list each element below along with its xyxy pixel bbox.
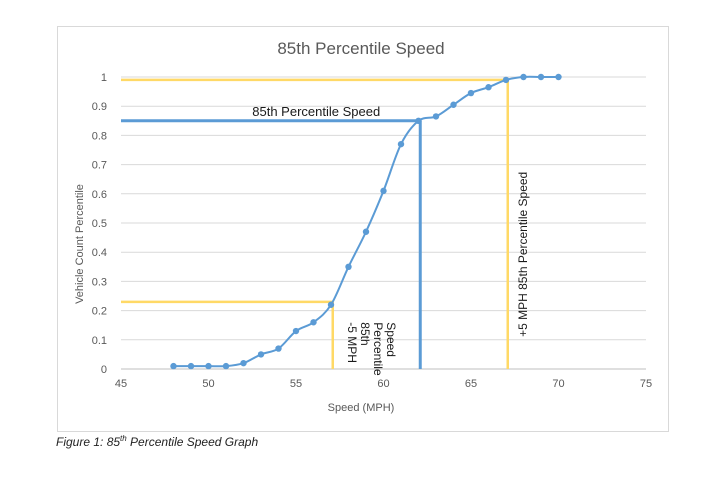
caption-sup: th [120, 434, 127, 443]
y-tick-label: 0.8 [92, 130, 107, 142]
data-point [380, 187, 387, 195]
figure-caption: Figure 1: 85th Percentile Speed Graph [56, 434, 258, 449]
data-point [555, 73, 562, 81]
data-point [170, 362, 177, 370]
annotation-85th-percentile: 85th Percentile Speed [252, 104, 380, 119]
y-axis-title: Vehicle Count Percentile [74, 184, 86, 304]
y-tick-label: 1 [101, 72, 107, 84]
x-axis-title: Speed (MPH) [328, 402, 395, 414]
data-point [397, 140, 405, 148]
tick-layer: 0 0.1 0.2 0.3 0.4 0.5 0.6 0.7 0.8 0.9 1 45 50 55 60 65 7… [92, 72, 652, 390]
data-point [502, 76, 510, 84]
data-point [240, 359, 247, 367]
chart-frame: 85th Percentile Speed 0 0.1 0.2 0.3 0.4 0.5 0.… [57, 26, 669, 432]
data-point [520, 73, 527, 81]
x-tick-label: 75 [640, 378, 652, 390]
caption-suffix: Percentile Speed Graph [126, 435, 259, 449]
data-point [327, 301, 335, 308]
data-point [310, 319, 317, 326]
data-point [292, 327, 300, 335]
data-point [362, 228, 370, 235]
reference-lines-layer [121, 78, 509, 369]
y-tick-label: 0.9 [92, 101, 107, 113]
y-tick-label: 0 [101, 364, 107, 376]
y-tick-label: 0.2 [92, 306, 107, 318]
annotation-layer: 85th Percentile Speed -5 MPH 85th Percentil… [252, 104, 530, 376]
annotation-minus-5-mph: 85th [358, 322, 372, 345]
x-tick-label: 65 [465, 378, 477, 390]
y-tick-label: 0.5 [92, 218, 107, 230]
speed-percentile-chart: 85th Percentile Speed 0 0.1 0.2 0.3 0.4 0.5 0.… [74, 39, 652, 414]
annotation-minus-5-mph: Percentile [371, 322, 385, 376]
y-tick-label: 0.6 [92, 189, 107, 201]
data-point [222, 362, 230, 370]
x-tick-label: 60 [377, 378, 389, 390]
y-tick-label: 0.1 [92, 335, 107, 347]
data-point [187, 362, 195, 370]
y-tick-label: 0.4 [92, 247, 107, 259]
annotation-minus-5-mph: Speed [384, 322, 398, 357]
data-point [485, 84, 492, 91]
data-point [205, 362, 212, 370]
series-layer [170, 73, 562, 370]
data-point [467, 89, 475, 97]
annotation-plus-5-mph: +5 MPH 85th Percentile Speed [516, 172, 530, 337]
y-tick-label: 0.3 [92, 276, 107, 288]
x-tick-label: 50 [202, 378, 214, 390]
caption-prefix: Figure 1: 85 [56, 435, 121, 449]
data-point [450, 101, 457, 108]
grid-layer [121, 76, 646, 370]
data-point [257, 351, 265, 358]
data-point [275, 345, 282, 352]
data-point [432, 113, 440, 120]
data-point [345, 263, 352, 270]
data-point [537, 73, 545, 81]
data-point [415, 117, 422, 125]
y-tick-label: 0.7 [92, 160, 107, 172]
chart-title: 85th Percentile Speed [277, 39, 444, 58]
x-tick-label: 45 [115, 378, 127, 390]
x-tick-label: 70 [552, 378, 564, 390]
x-tick-label: 55 [290, 378, 302, 390]
annotation-minus-5-mph: -5 MPH [345, 322, 359, 363]
